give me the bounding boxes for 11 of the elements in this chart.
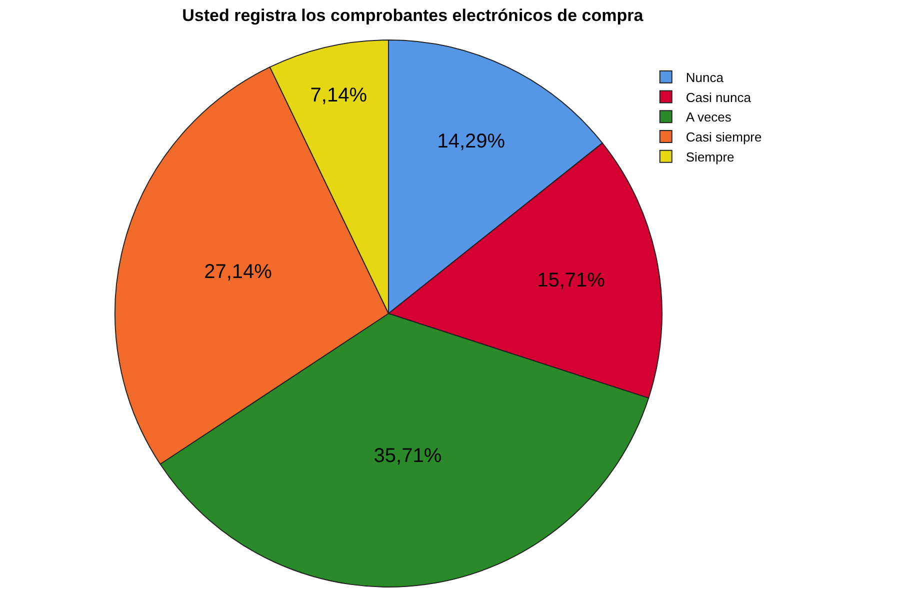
data-label: 27,14% <box>204 260 272 283</box>
legend-label: Casi siempre <box>686 130 762 145</box>
legend-label: Casi nunca <box>686 90 752 105</box>
legend-label: A veces <box>686 110 732 125</box>
data-label: 35,71% <box>374 445 442 468</box>
data-label: 15,71% <box>537 269 606 292</box>
data-label: 14,29% <box>437 130 506 153</box>
chart-title: Usted registra los comprobantes electrónicos de compra <box>182 6 644 25</box>
legend-label: Siempre <box>686 150 734 164</box>
data-label: 7,14% <box>310 84 368 106</box>
legend-label: Nunca <box>686 70 724 85</box>
